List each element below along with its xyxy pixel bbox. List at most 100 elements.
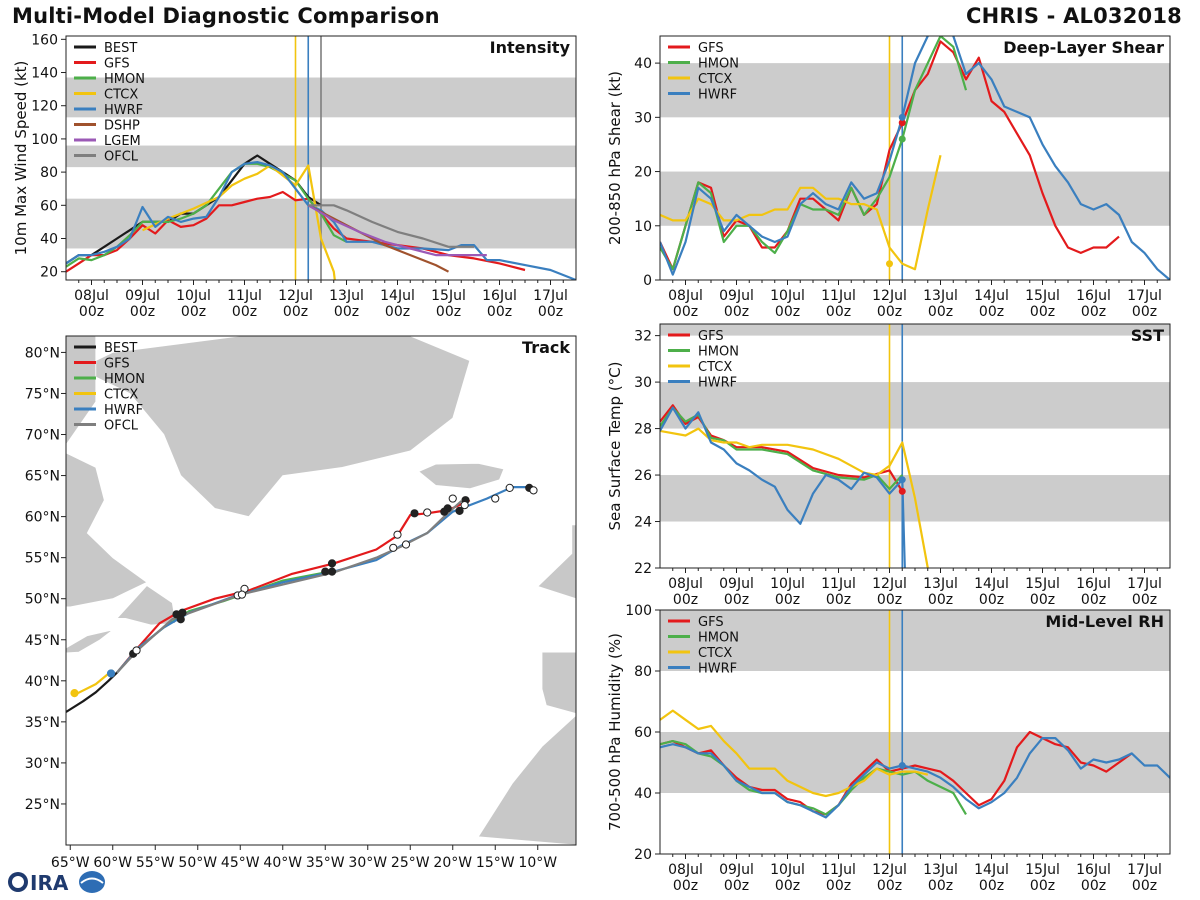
x-tick-day: 12Jul bbox=[872, 576, 907, 592]
legend-label-best: BEST bbox=[104, 341, 137, 356]
legend-label-hwrf: HWRF bbox=[698, 88, 737, 103]
x-tick-day: 11Jul bbox=[821, 288, 856, 304]
y-tick-label: 40 bbox=[634, 786, 652, 802]
x-tick-hour: 00z bbox=[826, 304, 851, 320]
init-marker-hwrf bbox=[898, 762, 906, 770]
x-tick-day: 16Jul bbox=[1076, 288, 1111, 304]
land-nova-scotia bbox=[66, 629, 114, 654]
lat-tick-label: 40°N bbox=[25, 674, 60, 690]
series-line-lgem bbox=[307, 204, 487, 257]
track-point bbox=[393, 530, 402, 539]
legend-label-hwrf: HWRF bbox=[104, 403, 143, 418]
x-tick-day: 11Jul bbox=[821, 862, 856, 878]
y-tick-label: 20 bbox=[634, 165, 652, 181]
series-line-ctcx bbox=[142, 164, 336, 280]
y-tick-label: 20 bbox=[40, 265, 58, 281]
track-point bbox=[70, 689, 79, 698]
x-tick-day: 10Jul bbox=[770, 862, 805, 878]
rh-panel: 2040608010008Jul00z09Jul00z10Jul00z11Jul… bbox=[606, 603, 1171, 894]
track-point bbox=[178, 608, 187, 617]
storm-id: CHRIS - AL032018 bbox=[966, 4, 1182, 28]
series-line-hwrf bbox=[660, 737, 1170, 819]
legend-label-best: BEST bbox=[104, 41, 137, 56]
track-line-ctcx bbox=[74, 669, 114, 696]
y-tick-label: 30 bbox=[634, 110, 652, 126]
x-tick-hour: 00z bbox=[979, 304, 1004, 320]
map-frame bbox=[65, 335, 577, 846]
series-line-ctcx bbox=[660, 427, 929, 568]
legend-label-gfs: GFS bbox=[104, 357, 130, 372]
track-line-ofcl bbox=[116, 500, 463, 674]
x-tick-day: 16Jul bbox=[1076, 576, 1111, 592]
legend-label-ctcx: CTCX bbox=[104, 388, 138, 403]
legend-label-gfs: GFS bbox=[698, 41, 724, 56]
lon-tick-label: 45°W bbox=[221, 855, 260, 871]
figure-title: Multi-Model Diagnostic Comparison bbox=[12, 4, 440, 28]
panel-title: SST bbox=[1131, 326, 1164, 345]
x-tick-day: 13Jul bbox=[923, 862, 958, 878]
x-tick-day: 12Jul bbox=[278, 288, 313, 304]
intensity-panel: 2040608010012014016008Jul00z09Jul00z10Ju… bbox=[12, 32, 577, 320]
x-tick-day: 12Jul bbox=[872, 862, 907, 878]
land-africa bbox=[477, 714, 576, 845]
x-tick-day: 10Jul bbox=[770, 576, 805, 592]
shear-panel: 01020304008Jul00z09Jul00z10Jul00z11Jul00… bbox=[606, 35, 1171, 320]
series-line-ctcx bbox=[660, 709, 929, 798]
legend-label-ofcl: OFCL bbox=[104, 419, 139, 434]
x-tick-hour: 00z bbox=[928, 592, 953, 608]
init-marker-gfs bbox=[898, 487, 906, 495]
series-line-hmon bbox=[660, 36, 968, 271]
init-marker-ctcx bbox=[886, 260, 893, 268]
x-tick-hour: 00z bbox=[1081, 878, 1106, 894]
map-area bbox=[66, 336, 576, 845]
land-iceland bbox=[418, 462, 505, 490]
lat-tick-label: 60°N bbox=[25, 510, 60, 526]
lon-tick-label: 25°W bbox=[391, 855, 430, 871]
track-point bbox=[321, 567, 330, 576]
land-newfoundland bbox=[116, 585, 177, 626]
x-tick-hour: 00z bbox=[1030, 878, 1055, 894]
plot-area bbox=[66, 36, 576, 280]
x-tick-day: 14Jul bbox=[974, 862, 1009, 878]
init-marker-hmon bbox=[898, 135, 906, 143]
x-tick-hour: 00z bbox=[538, 304, 563, 320]
y-tick-label: 60 bbox=[40, 198, 58, 214]
legend-label-gfs: GFS bbox=[698, 615, 724, 630]
x-tick-day: 09Jul bbox=[719, 288, 754, 304]
y-tick-label: 160 bbox=[31, 32, 58, 48]
init-marker-hwrf bbox=[898, 476, 906, 484]
legend-label-gfs: GFS bbox=[104, 57, 130, 72]
x-tick-day: 13Jul bbox=[329, 288, 364, 304]
svg-text:IRA: IRA bbox=[30, 871, 69, 895]
y-tick-label: 60 bbox=[634, 725, 652, 741]
lon-tick-label: 20°W bbox=[433, 855, 472, 871]
lat-tick-label: 70°N bbox=[25, 428, 60, 444]
x-tick-hour: 00z bbox=[877, 878, 902, 894]
series-line-ofcl bbox=[308, 204, 474, 248]
x-tick-hour: 00z bbox=[385, 304, 410, 320]
y-tick-label: 22 bbox=[634, 561, 652, 577]
threshold-band bbox=[660, 171, 1170, 226]
threshold-band bbox=[660, 382, 1170, 429]
land-north-america bbox=[66, 336, 148, 608]
legend-label-hmon: HMON bbox=[698, 57, 739, 72]
plot-area bbox=[660, 324, 1170, 568]
lon-tick-label: 35°W bbox=[306, 855, 345, 871]
x-tick-day: 15Jul bbox=[1025, 862, 1060, 878]
track-point bbox=[401, 540, 411, 549]
init-marker-hwrf bbox=[898, 113, 906, 121]
x-tick-hour: 00z bbox=[673, 592, 698, 608]
y-axis-label: 200-850 hPa Shear (kt) bbox=[606, 71, 624, 245]
y-axis-label: 10m Max Wind Speed (kt) bbox=[12, 61, 30, 256]
track-point bbox=[423, 508, 432, 517]
x-tick-hour: 00z bbox=[928, 878, 953, 894]
track-line-best bbox=[66, 671, 118, 713]
x-tick-hour: 00z bbox=[1030, 304, 1055, 320]
x-tick-hour: 00z bbox=[1132, 878, 1157, 894]
x-tick-day: 10Jul bbox=[176, 288, 211, 304]
track-point bbox=[176, 615, 185, 624]
track-point bbox=[106, 669, 116, 678]
y-tick-label: 26 bbox=[634, 468, 652, 484]
lat-tick-label: 30°N bbox=[25, 756, 60, 772]
